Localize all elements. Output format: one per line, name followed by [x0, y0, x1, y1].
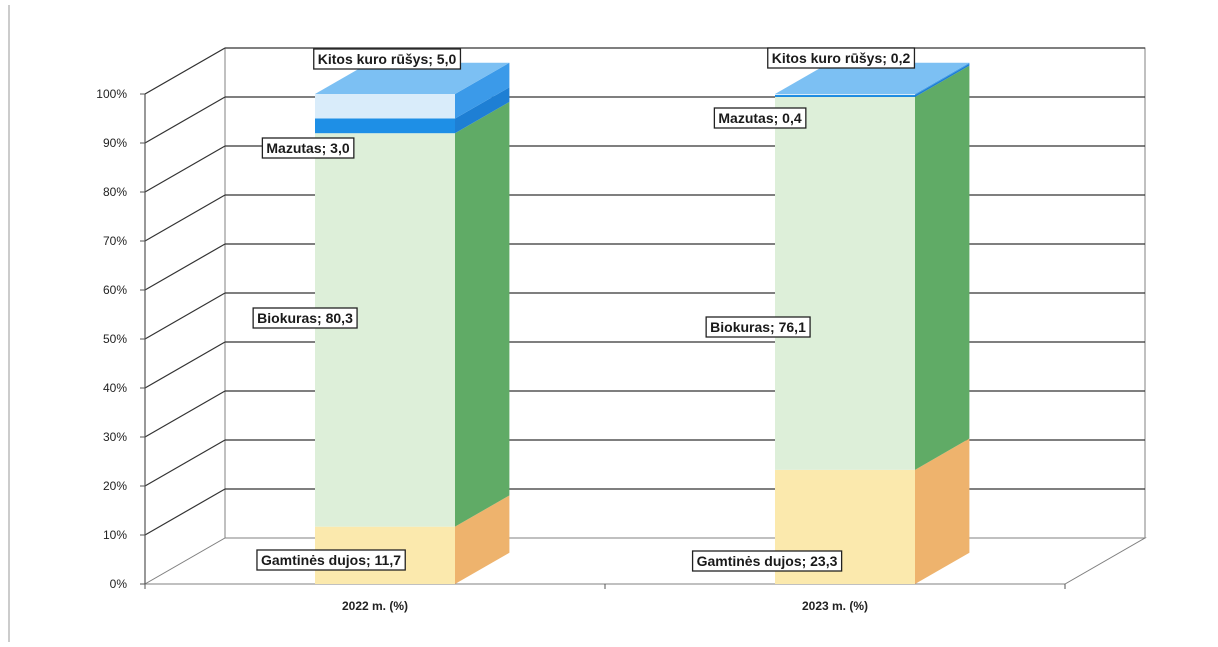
bar-side-mazutas-2022-m: [455, 87, 510, 134]
y-tick-label: 90%: [103, 136, 127, 150]
gridline-side: [144, 145, 226, 193]
gridline-side: [144, 488, 226, 536]
data-label-biokuras-2022-m: Biokuras; 80,3: [252, 307, 358, 329]
gridline-side: [144, 439, 226, 487]
bar-side-kitos-kuro-rusys-2022-m: [455, 62, 510, 119]
bar-front-mazutas-2022-m: [315, 118, 455, 134]
gridline-side: [144, 292, 226, 340]
data-label-box: [261, 137, 355, 159]
x-axis-labels: 2022 m. (%) 2023 m. (%): [342, 599, 868, 613]
y-tick-label: 60%: [103, 283, 127, 297]
data-label-text: Mazutas; 0,4: [718, 110, 801, 126]
bars: [315, 62, 970, 584]
gridline-side: [144, 341, 226, 389]
gridline-side: [144, 47, 226, 95]
bar-front-biokuras-2023-m: [775, 96, 915, 470]
x-category-label: 2022 m. (%): [342, 599, 408, 613]
y-tick-label: 80%: [103, 185, 127, 199]
data-label-gamtines-dujos-2023-m: Gamtinės dujos; 23,3: [691, 550, 843, 572]
data-label-box: [691, 550, 843, 572]
bar-top-2022-m: [315, 62, 510, 94]
data-label-box: [705, 316, 811, 338]
data-label-box: [256, 549, 406, 571]
x-category-label: 2023 m. (%): [802, 599, 868, 613]
data-label-text: Gamtinės dujos; 11,7: [261, 552, 401, 568]
gridline-side: [144, 390, 226, 438]
data-label-kitos-kuro-rusys-2022-m: Kitos kuro rūšys; 5,0: [313, 48, 462, 70]
y-tick-label: 10%: [103, 528, 127, 542]
bar-front-kitos-kuro-rusys-2023-m: [775, 94, 915, 95]
bar-front-biokuras-2022-m: [315, 133, 455, 527]
y-tick-label: 40%: [103, 381, 127, 395]
data-label-biokuras-2023-m: Biokuras; 76,1: [705, 316, 811, 338]
gridline-side: [144, 96, 226, 144]
y-tick-label: 0%: [110, 577, 128, 591]
data-labels: Gamtinės dujos; 11,7 Biokuras; 80,3 Mazuta…: [252, 47, 916, 572]
y-tick-label: 70%: [103, 234, 127, 248]
bar-side-mazutas-2023-m: [915, 63, 970, 97]
bar-side-kitos-kuro-rusys-2023-m: [915, 62, 970, 95]
gridline-side: [144, 243, 226, 291]
bar-top-2023-m: [775, 62, 970, 94]
data-label-text: Kitos kuro rūšys; 0,2: [772, 50, 911, 66]
data-label-text: Gamtinės dujos; 23,3: [697, 553, 838, 569]
bar-side-biokuras-2023-m: [915, 65, 970, 470]
bar-front-mazutas-2023-m: [775, 94, 915, 97]
y-tick-label: 30%: [103, 430, 127, 444]
bar-side-gamtines-dujos-2023-m: [915, 438, 970, 584]
y-tick-label: 100%: [96, 87, 127, 101]
bar-front-kitos-kuro-rusys-2022-m: [315, 94, 455, 119]
y-tick-label: 50%: [103, 332, 127, 346]
data-label-box: [767, 47, 916, 69]
data-label-mazutas-2022-m: Mazutas; 3,0: [261, 137, 355, 159]
data-label-text: Biokuras; 80,3: [257, 310, 353, 326]
data-label-kitos-kuro-rusys-2023-m: Kitos kuro rūšys; 0,2: [767, 47, 916, 69]
data-label-box: [252, 307, 358, 329]
data-label-gamtines-dujos-2022-m: Gamtinės dujos; 11,7: [256, 549, 406, 571]
data-label-mazutas-2023-m: Mazutas; 0,4: [713, 107, 807, 129]
y-tick-label: 20%: [103, 479, 127, 493]
bar-side-biokuras-2022-m: [455, 101, 510, 527]
data-label-text: Kitos kuro rūšys; 5,0: [318, 51, 457, 67]
gridline-side: [144, 194, 226, 242]
bar-side-gamtines-dujos-2022-m: [455, 495, 510, 584]
data-label-text: Mazutas; 3,0: [266, 140, 349, 156]
chart-walls: [8, 5, 1147, 642]
data-label-box: [313, 48, 462, 70]
y-axis: 0% 10% 20% 30% 40% 50% 60% 70% 80% 90% 100%: [96, 87, 1066, 591]
data-label-text: Biokuras; 76,1: [710, 319, 806, 335]
data-label-box: [713, 107, 807, 129]
